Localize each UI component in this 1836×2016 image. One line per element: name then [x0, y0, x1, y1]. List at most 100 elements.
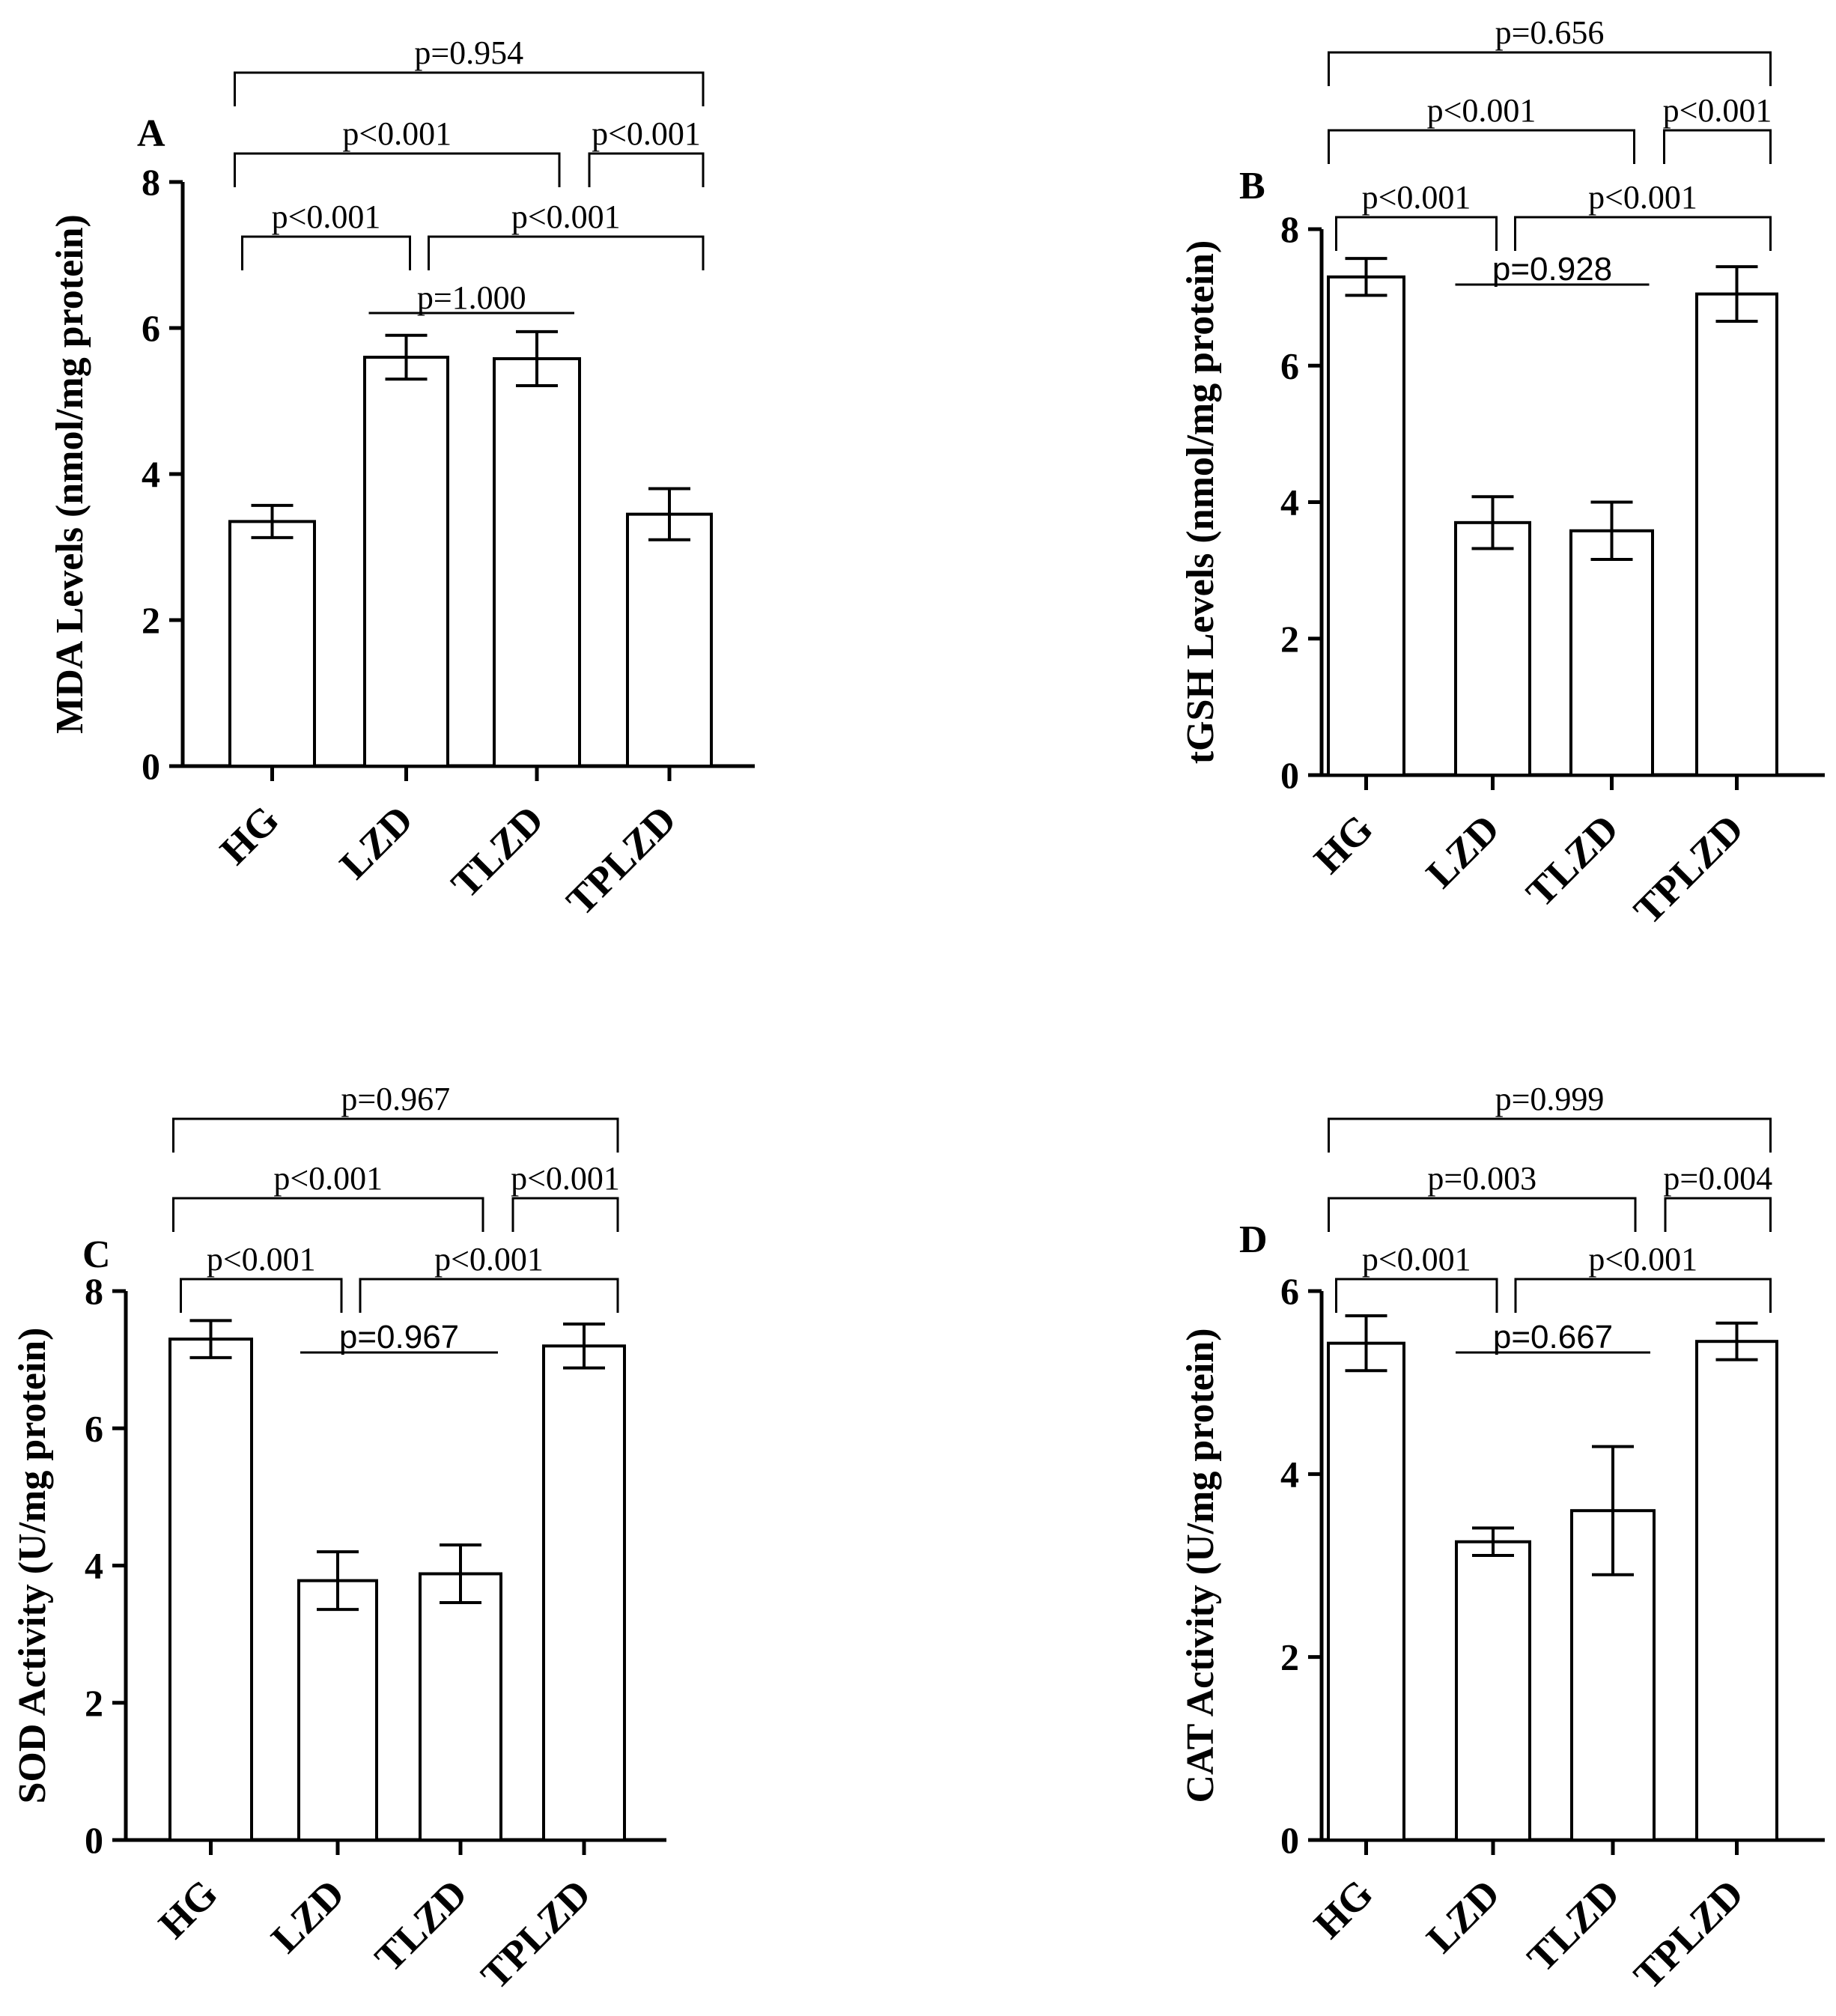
comparison-bracket — [1328, 1197, 1637, 1232]
y-axis-label: CAT Activity (U/mg protein) — [1179, 1328, 1222, 1803]
y-tick-label: 0 — [85, 1819, 103, 1861]
p-value-label: p<0.001 — [207, 1241, 316, 1278]
bar-hg — [1327, 1341, 1405, 1842]
comparison-bracket — [180, 1278, 343, 1313]
bar-tplzd — [542, 1344, 626, 1842]
bar-tlzd — [419, 1572, 502, 1842]
bar-lzd — [1454, 520, 1531, 777]
comparison-bracket — [234, 71, 705, 106]
comparison-bracket — [1663, 129, 1772, 164]
comparison-bracket — [1328, 51, 1772, 86]
x-tick-label: TLZD — [443, 797, 552, 906]
y-tick-label: 8 — [142, 161, 160, 203]
bar-tplzd — [626, 512, 713, 768]
y-axis-label: tGSH Levels (nmol/mg protein) — [1179, 240, 1222, 765]
p-value-label: p<0.001 — [592, 115, 701, 152]
p-value-label: p<0.001 — [1362, 1241, 1471, 1278]
x-tick-label: TPLZD — [472, 1871, 600, 1998]
x-tick-label: TLZD — [1518, 806, 1627, 915]
p-value-label: p=0.967 — [341, 1081, 450, 1117]
comparison-bracket — [1335, 216, 1498, 251]
x-tick-label: LZD — [1418, 1871, 1509, 1961]
p-value-label: p<0.001 — [1663, 92, 1772, 129]
bar-hg — [168, 1338, 253, 1842]
y-tick-label: 0 — [142, 745, 160, 787]
x-tick-label: HG — [1305, 1871, 1381, 1947]
panel-d: D CAT Activity (U/mg protein) 0 2 4 6 HG LZD TLZ… — [1179, 1081, 1825, 1998]
panel-c: C SOD Activity (U/mg protein) 0 2 4 6 8 HG LZD TL… — [11, 1081, 666, 1998]
panel-letter: C — [82, 1233, 111, 1276]
p-value-label: p<0.001 — [434, 1241, 544, 1278]
x-tick-label: LZD — [331, 797, 422, 887]
bar-lzd — [1455, 1540, 1531, 1842]
y-axis-label: MDA Levels (nmol/mg protein) — [49, 214, 91, 734]
comparison-bracket — [588, 152, 705, 187]
comparison-bracket — [172, 1197, 484, 1232]
x-tick-label: TLZD — [1519, 1871, 1628, 1980]
bar-hg — [228, 520, 316, 768]
p-value-label: p<0.001 — [1588, 1241, 1697, 1278]
y-tick-label: 6 — [1280, 1270, 1299, 1312]
comparison-bracket — [1514, 1278, 1772, 1313]
p-value-label: p=0.004 — [1663, 1160, 1772, 1197]
x-tick-label: HG — [211, 797, 288, 873]
p-value-label: p=0.656 — [1495, 14, 1605, 51]
comparison-bracket — [234, 152, 561, 187]
y-tick-label: 2 — [85, 1682, 103, 1724]
panel-letter: A — [137, 112, 165, 155]
p-value-label: p=0.967 — [339, 1319, 459, 1355]
y-axis-label: SOD Activity (U/mg protein) — [11, 1328, 54, 1804]
y-tick-label: 8 — [1280, 208, 1299, 250]
p-value-label: p=0.928 — [1492, 251, 1612, 288]
y-tick-label: 0 — [1280, 754, 1299, 796]
comparison-bracket — [1328, 129, 1635, 164]
comparison-bracket — [1514, 216, 1772, 251]
x-tick-label: HG — [1305, 806, 1381, 882]
p-value-label: p<0.001 — [1427, 92, 1536, 129]
comparison-bracket — [241, 235, 411, 270]
bar-tlzd — [1569, 529, 1654, 777]
bar-hg — [1327, 275, 1405, 777]
p-value-label: p<0.001 — [273, 1160, 383, 1197]
bar-tlzd — [493, 356, 581, 768]
comparison-bracket — [172, 1117, 619, 1153]
y-tick-label: 4 — [1280, 482, 1299, 523]
bar-lzd — [363, 356, 449, 768]
p-value-label: p=0.003 — [1427, 1160, 1536, 1197]
y-tick-label: 2 — [142, 599, 160, 641]
bar-tplzd — [1695, 292, 1778, 777]
x-tick-label: TPLZD — [558, 797, 685, 924]
x-tick-label: LZD — [1417, 806, 1508, 896]
y-tick-label: 4 — [85, 1545, 103, 1587]
y-tick-label: 6 — [142, 307, 160, 349]
panel-letter: D — [1239, 1218, 1268, 1261]
bar-lzd — [297, 1579, 378, 1842]
y-tick-label: 6 — [1280, 344, 1299, 386]
comparison-bracket — [359, 1278, 619, 1313]
y-tick-label: 8 — [85, 1270, 103, 1312]
y-tick-label: 4 — [142, 453, 160, 495]
comparison-bracket — [511, 1197, 619, 1232]
p-value-label: p=1.000 — [417, 279, 526, 316]
comparison-bracket — [1664, 1197, 1772, 1232]
p-value-label: p<0.001 — [272, 198, 381, 235]
p-value-label: p=0.954 — [414, 34, 523, 71]
p-value-label: p=0.667 — [1493, 1319, 1613, 1355]
y-tick-label: 6 — [85, 1407, 103, 1449]
x-tick-label: HG — [150, 1871, 226, 1947]
x-tick-label: TLZD — [366, 1871, 475, 1980]
y-tick-label: 4 — [1280, 1453, 1299, 1495]
p-value-label: p<0.001 — [1588, 179, 1697, 216]
comparison-bracket — [428, 235, 705, 270]
comparison-bracket — [1335, 1278, 1498, 1313]
panel-letter: B — [1239, 165, 1265, 207]
p-value-label: p=0.999 — [1495, 1081, 1605, 1117]
y-tick-label: 2 — [1280, 1636, 1299, 1678]
x-tick-label: TPLZD — [1625, 1871, 1752, 1998]
bar-tplzd — [1695, 1340, 1778, 1842]
y-tick-label: 2 — [1280, 618, 1299, 660]
x-tick-label: LZD — [263, 1871, 353, 1961]
